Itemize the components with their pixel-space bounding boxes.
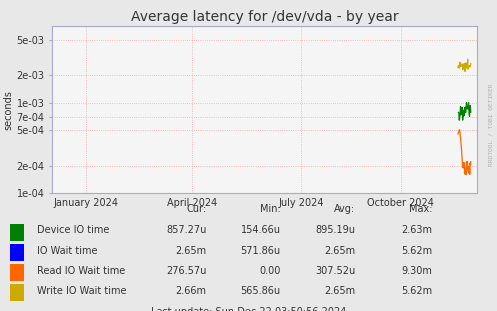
Text: 2.63m: 2.63m xyxy=(402,225,432,235)
Bar xyxy=(10,264,24,281)
Text: 895.19u: 895.19u xyxy=(316,225,355,235)
Text: 2.65m: 2.65m xyxy=(175,246,206,256)
Text: 857.27u: 857.27u xyxy=(166,225,206,235)
Bar xyxy=(10,224,24,241)
Text: 5.62m: 5.62m xyxy=(401,286,432,296)
Text: Cur:: Cur: xyxy=(186,204,206,215)
Text: 571.86u: 571.86u xyxy=(241,246,281,256)
Text: IO Wait time: IO Wait time xyxy=(37,246,98,256)
Text: RRDTOOL / TOBI OETIKER: RRDTOOL / TOBI OETIKER xyxy=(489,83,494,166)
Text: Avg:: Avg: xyxy=(334,204,355,215)
Text: 307.52u: 307.52u xyxy=(315,266,355,276)
Bar xyxy=(10,284,24,301)
Text: 5.62m: 5.62m xyxy=(401,246,432,256)
Text: Max:: Max: xyxy=(409,204,432,215)
Text: 565.86u: 565.86u xyxy=(241,286,281,296)
Y-axis label: seconds: seconds xyxy=(4,90,14,130)
Text: Write IO Wait time: Write IO Wait time xyxy=(37,286,127,296)
Text: Device IO time: Device IO time xyxy=(37,225,110,235)
Text: 2.65m: 2.65m xyxy=(324,246,355,256)
Text: Last update: Sun Dec 22 03:50:56 2024: Last update: Sun Dec 22 03:50:56 2024 xyxy=(151,308,346,311)
Text: 2.66m: 2.66m xyxy=(175,286,206,296)
Text: Min:: Min: xyxy=(260,204,281,215)
Text: Read IO Wait time: Read IO Wait time xyxy=(37,266,126,276)
Title: Average latency for /dev/vda - by year: Average latency for /dev/vda - by year xyxy=(131,10,399,24)
Text: 2.65m: 2.65m xyxy=(324,286,355,296)
Text: 9.30m: 9.30m xyxy=(402,266,432,276)
Bar xyxy=(10,244,24,261)
Text: 154.66u: 154.66u xyxy=(241,225,281,235)
Text: 276.57u: 276.57u xyxy=(166,266,206,276)
Text: 0.00: 0.00 xyxy=(259,266,281,276)
